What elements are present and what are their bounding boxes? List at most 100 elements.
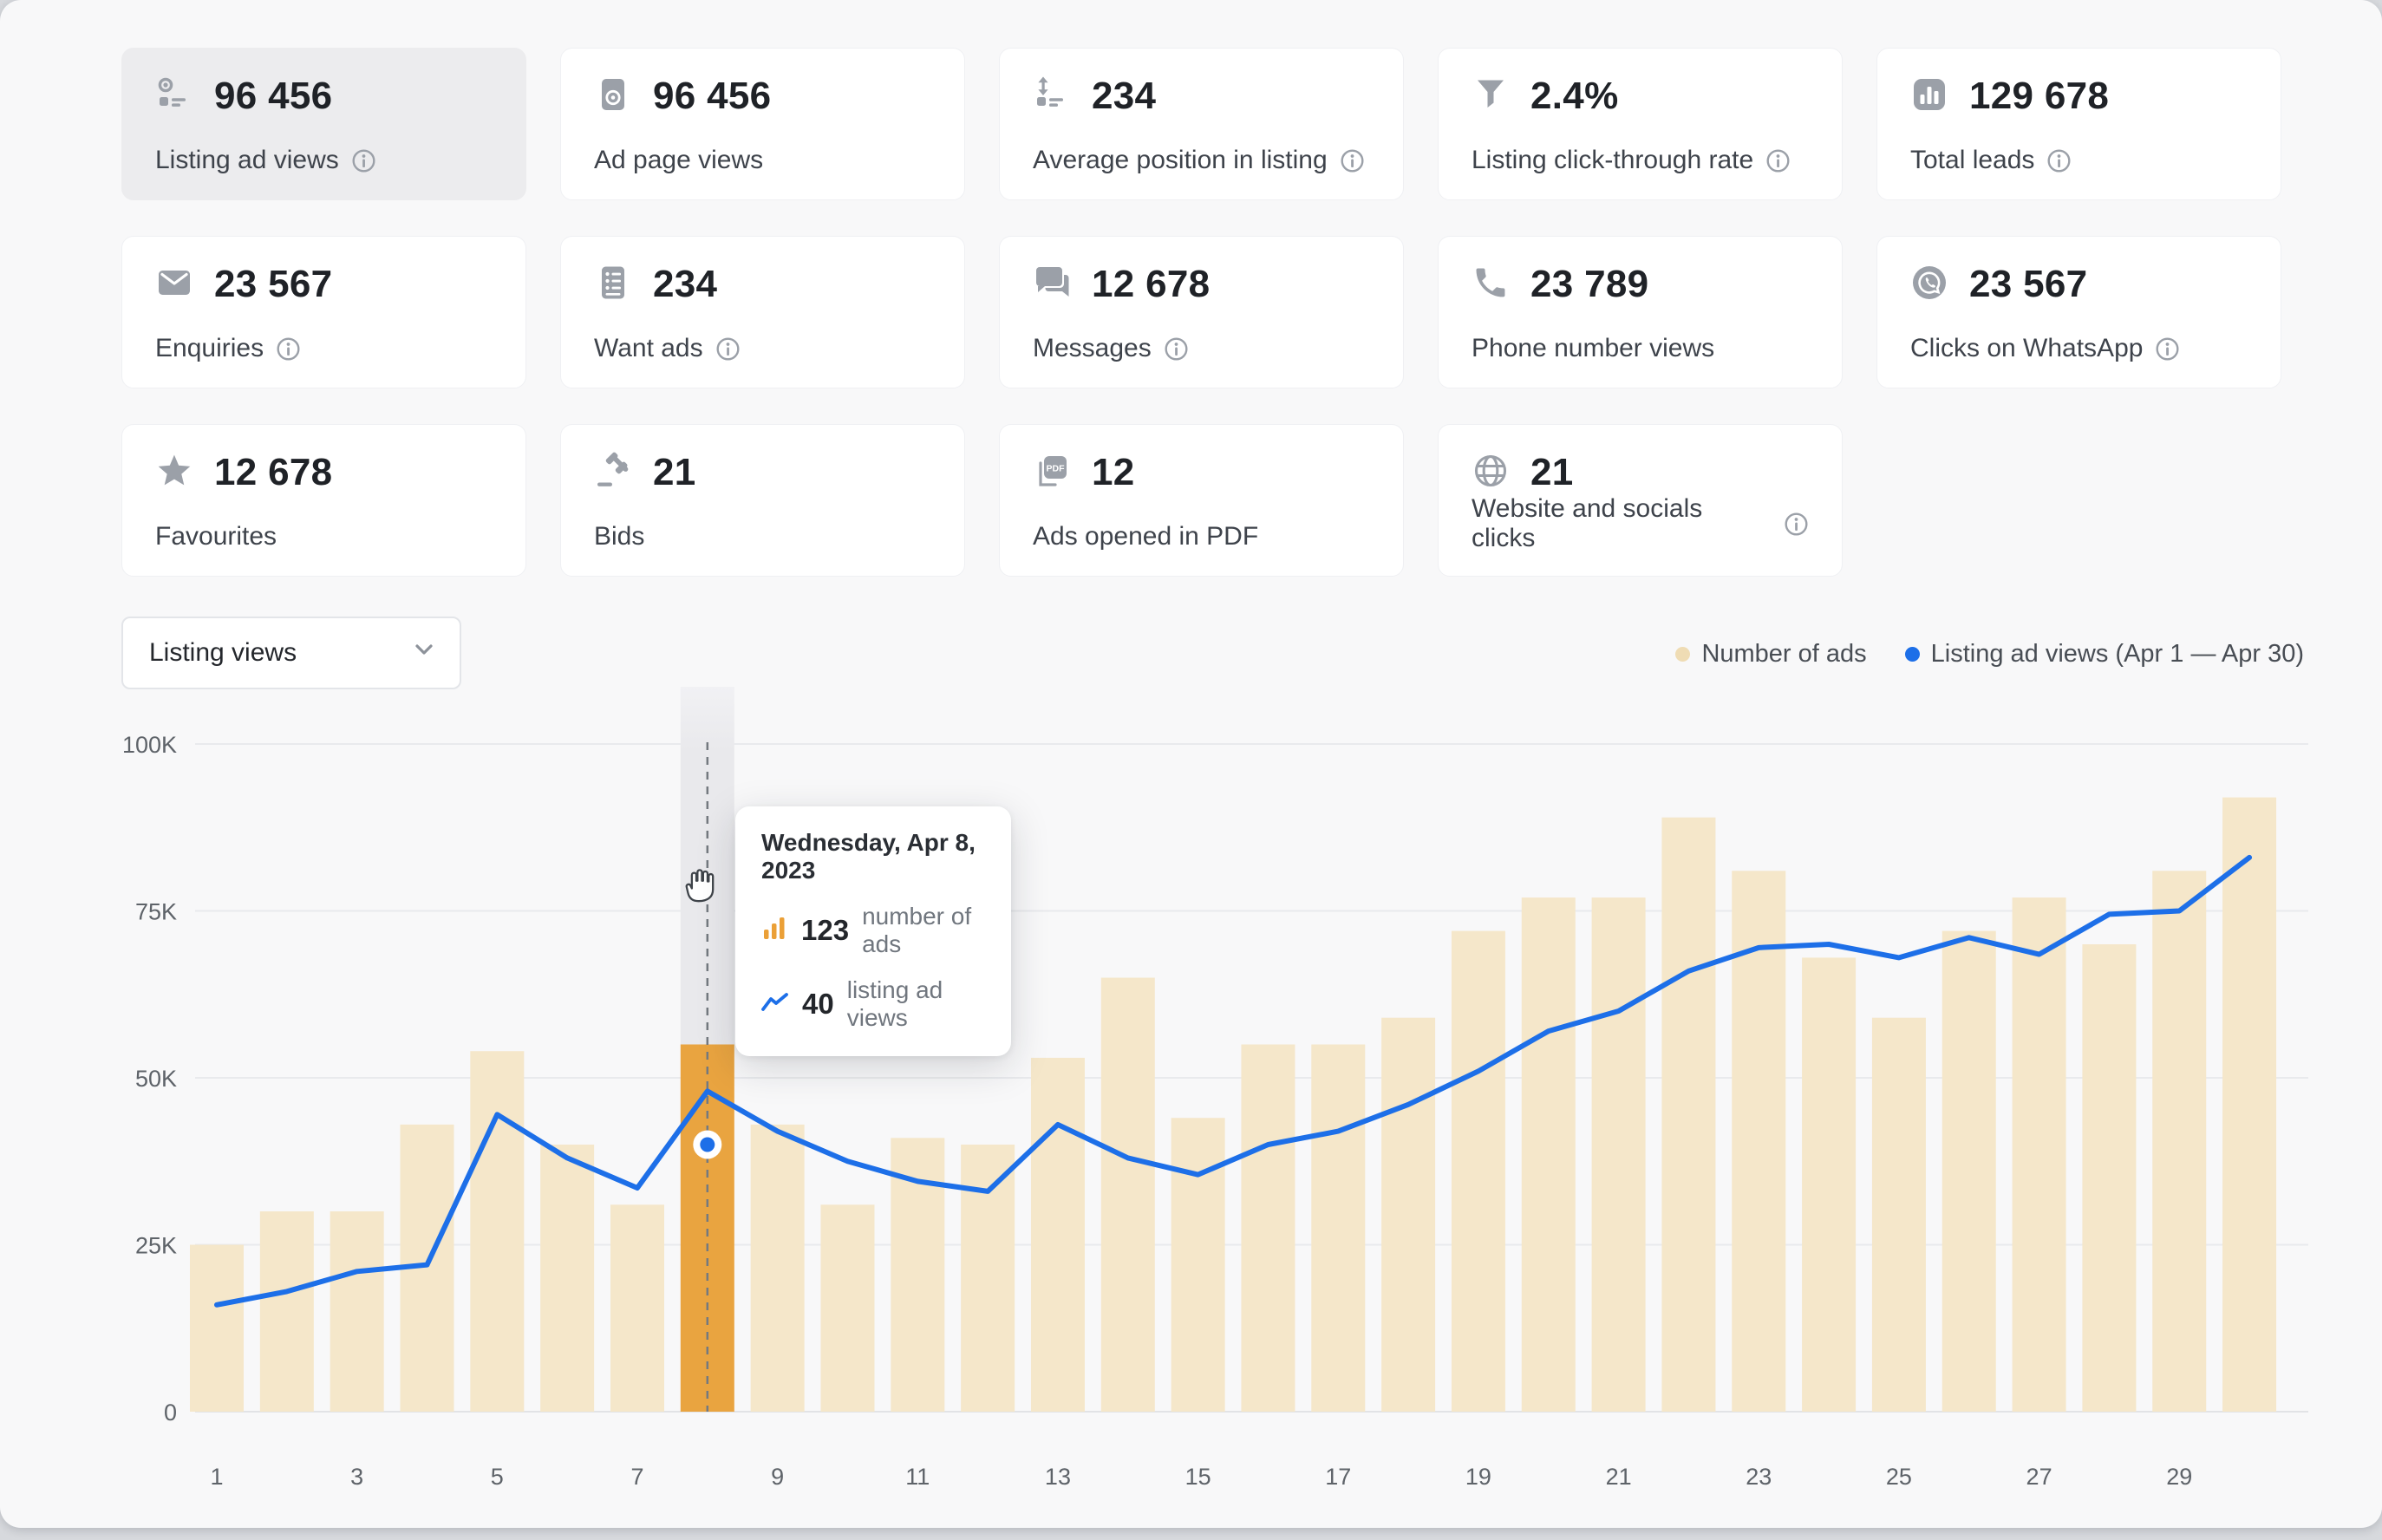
x-axis-label: 29 [2166,1464,2192,1490]
position-sort-icon [1033,75,1071,118]
metric-dropdown[interactable]: Listing views [121,617,461,689]
card-value-row: PDF 12 [1033,451,1370,494]
card-label: Favourites [155,522,277,551]
bar-day-27[interactable] [2012,897,2066,1412]
legend-item-number-of-ads[interactable]: Number of ads [1675,640,1867,669]
info-icon[interactable] [715,336,741,362]
tooltip-row-ads: 123 number of ads [761,903,985,958]
card-label-row: Ad page views [594,146,931,175]
envelope-icon [155,264,193,306]
card-value: 23 567 [1969,263,2088,305]
bar-day-5[interactable] [470,1051,525,1412]
svg-text:PDF: PDF [1047,463,1066,473]
card-value: 234 [1092,75,1157,117]
card-value: 21 [653,451,696,493]
card-value-row: 96 456 [155,75,493,118]
legend-dot-line [1904,647,1920,662]
phone-icon [1472,264,1510,306]
card-want-ads[interactable]: 234 Want ads [560,236,965,388]
chart-tooltip: Wednesday, Apr 8, 2023 123 number of ads… [735,806,1011,1056]
info-icon[interactable] [276,336,301,362]
bar-day-19[interactable] [1451,930,1505,1412]
card-label-row: Listing click-through rate [1472,146,1809,175]
card-total-leads[interactable]: 129 678 Total leads [1876,48,2281,200]
bar-day-9[interactable] [750,1124,805,1412]
bar-day-3[interactable] [330,1211,384,1412]
info-icon[interactable] [2155,336,2180,362]
bar-day-22[interactable] [1661,817,1716,1412]
chat-icon [1033,264,1071,306]
card-clicks-on-whatsapp[interactable]: 23 567 Clicks on WhatsApp [1876,236,2281,388]
legend-item-listing-ad-views[interactable]: Listing ad views (Apr 1 — Apr 30) [1904,640,2304,669]
bar-day-12[interactable] [961,1145,1015,1412]
card-listing-click-through-rate[interactable]: 2.4% Listing click-through rate [1438,48,1843,200]
mini-bars-icon [761,915,788,946]
bar-day-17[interactable] [1311,1044,1366,1413]
bar-day-14[interactable] [1100,977,1155,1413]
x-axis-label: 21 [1606,1464,1632,1490]
card-enquiries[interactable]: 23 567 Enquiries [121,236,526,388]
card-value: 12 678 [1092,263,1211,305]
bar-day-15[interactable] [1171,1118,1225,1412]
bar-day-6[interactable] [540,1145,595,1412]
info-icon[interactable] [1765,148,1791,173]
x-axis-label: 13 [1045,1464,1071,1490]
x-axis-label: 1 [210,1464,223,1490]
bar-day-21[interactable] [1591,897,1646,1412]
x-axis-label: 27 [2026,1464,2052,1490]
bar-day-7[interactable] [610,1204,664,1412]
bar-day-20[interactable] [1521,897,1576,1412]
info-icon[interactable] [1164,336,1189,362]
card-messages[interactable]: 12 678 Messages [999,236,1404,388]
card-label-row: Ads opened in PDF [1033,522,1370,551]
info-icon[interactable] [2046,148,2072,173]
x-axis-label: 25 [1886,1464,1912,1490]
card-label-row: Clicks on WhatsApp [1910,334,2248,363]
bar-day-28[interactable] [2082,944,2137,1412]
card-bids[interactable]: 21 Bids [560,424,965,577]
bar-day-29[interactable] [2152,871,2207,1412]
info-icon[interactable] [1340,148,1365,173]
card-label-row: Average position in listing [1033,146,1370,175]
card-label-row: Website and socials clicks [1472,494,1809,553]
bar-day-16[interactable] [1241,1044,1295,1413]
card-average-position-in-listing[interactable]: 234 Average position in listing [999,48,1404,200]
card-ads-opened-in-pdf[interactable]: PDF 12 Ads opened in PDF [999,424,1404,577]
bar-day-1[interactable] [190,1244,244,1413]
bar-day-18[interactable] [1381,1017,1436,1412]
info-icon[interactable] [1784,512,1809,537]
chevron-down-icon [409,635,439,671]
card-label: Total leads [1910,146,2035,174]
bar-day-24[interactable] [1802,957,1857,1412]
x-axis-label: 11 [905,1464,930,1490]
card-label-row: Want ads [594,334,931,363]
card-value: 23 567 [214,263,333,305]
card-value: 234 [653,263,718,305]
card-value: 129 678 [1969,75,2110,117]
bar-day-30[interactable] [2222,797,2277,1412]
ad-page-views-icon [594,75,632,118]
tooltip-row-views: 40 listing ad views [761,976,985,1032]
card-value-row: 23 567 [155,263,493,306]
bar-day-25[interactable] [1871,1017,1926,1412]
card-value: 12 678 [214,451,333,493]
card-label-row: Total leads [1910,146,2248,175]
list-form-icon [594,264,632,306]
card-value: 96 456 [653,75,772,117]
card-label: Clicks on WhatsApp [1910,334,2144,362]
tooltip-views-label: listing ad views [846,976,943,1031]
bar-day-23[interactable] [1732,871,1786,1412]
card-listing-ad-views[interactable]: 96 456 Listing ad views [121,48,526,200]
card-website-and-socials-clicks[interactable]: 21 Website and socials clicks [1438,424,1843,577]
bar-day-10[interactable] [820,1204,875,1412]
card-phone-number-views[interactable]: 23 789 Phone number views [1438,236,1843,388]
card-ad-page-views[interactable]: 96 456 Ad page views [560,48,965,200]
card-favourites[interactable]: 12 678 Favourites [121,424,526,577]
card-value-row: 96 456 [594,75,931,118]
info-icon[interactable] [351,148,376,173]
bar-day-26[interactable] [1941,930,1996,1412]
bar-day-13[interactable] [1030,1057,1085,1412]
bar-day-2[interactable] [259,1211,314,1412]
kpi-cards-grid: 96 456 Listing ad views 96 456 Ad page view… [121,48,2281,577]
